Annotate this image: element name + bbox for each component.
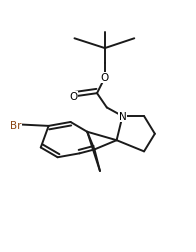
- Text: Br: Br: [10, 120, 21, 130]
- Text: O: O: [101, 73, 109, 83]
- Text: O: O: [69, 92, 78, 102]
- Text: N: N: [119, 112, 126, 122]
